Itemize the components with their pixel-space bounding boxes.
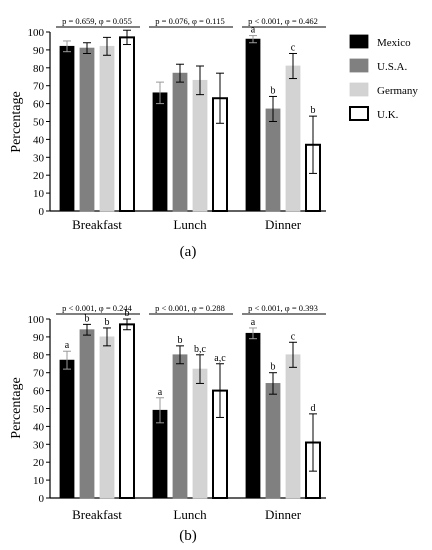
y-tick-label: 10 <box>33 188 45 200</box>
category-label: Breakfast <box>72 217 122 232</box>
y-tick-label: 90 <box>33 45 45 57</box>
bar-usa <box>265 383 281 499</box>
y-tick-label: 0 <box>39 493 45 505</box>
group-letter: c <box>291 331 296 342</box>
bar-germany <box>99 336 115 499</box>
y-tick-label: 60 <box>33 99 45 111</box>
bar-usa <box>172 72 188 212</box>
y-tick-label: 100 <box>28 314 45 326</box>
y-tick-label: 70 <box>33 368 45 380</box>
y-tick-label: 20 <box>33 170 45 182</box>
group-letter: a <box>65 340 70 351</box>
y-tick-label: 50 <box>33 117 45 129</box>
legend-label: Germany <box>377 85 418 97</box>
group-letter: b <box>85 313 90 324</box>
group-letter: b <box>125 308 130 319</box>
bar-uk <box>119 36 135 213</box>
y-tick-label: 100 <box>28 27 45 39</box>
bar-germany <box>192 368 208 499</box>
y-axis-label: Percentage <box>9 377 24 438</box>
bar-mexico <box>245 332 261 499</box>
category-label: Dinner <box>265 507 302 522</box>
y-axis-label: Percentage <box>9 91 24 152</box>
significance-text: p < 0.001, φ = 0.244 <box>62 303 132 313</box>
significance-text: p = 0.659, φ = 0.055 <box>62 16 132 26</box>
bar-mexico <box>59 359 75 499</box>
y-tick-label: 70 <box>33 81 45 93</box>
y-tick-label: 30 <box>33 152 45 164</box>
bar-mexico <box>245 38 261 212</box>
group-letter: b <box>311 105 316 116</box>
y-tick-label: 10 <box>33 475 45 487</box>
significance-text: p = 0.076, φ = 0.115 <box>155 16 224 26</box>
bar-usa <box>79 329 95 499</box>
category-label: Lunch <box>173 507 207 522</box>
bar-germany <box>99 45 115 212</box>
bar-mexico <box>59 45 75 212</box>
legend-swatch <box>349 34 369 49</box>
bar-usa <box>265 108 281 212</box>
bar-germany <box>285 354 301 499</box>
panel-label: (a) <box>180 244 197 260</box>
legend-swatch <box>349 82 369 97</box>
group-letter: a,c <box>214 353 226 364</box>
bar-germany <box>192 79 208 212</box>
y-tick-label: 0 <box>39 206 45 218</box>
bar-uk <box>119 323 135 499</box>
group-letter: b,c <box>194 344 207 355</box>
bar-germany <box>285 65 301 212</box>
group-letter: a <box>251 25 256 36</box>
group-letter: b <box>271 85 276 96</box>
bar-mexico <box>152 92 168 212</box>
category-label: Lunch <box>173 217 207 232</box>
y-tick-label: 40 <box>33 421 45 433</box>
category-label: Breakfast <box>72 507 122 522</box>
group-letter: b <box>105 317 110 328</box>
group-letter: a <box>251 317 256 328</box>
group-letter: a <box>158 387 163 398</box>
legend-label: U.S.A. <box>377 61 408 73</box>
y-tick-label: 40 <box>33 134 45 146</box>
group-letter: c <box>291 42 296 53</box>
significance-text: p < 0.001, φ = 0.288 <box>155 303 225 313</box>
group-letter: d <box>311 403 316 414</box>
y-tick-label: 90 <box>33 332 45 344</box>
y-tick-label: 80 <box>33 63 45 75</box>
y-tick-label: 20 <box>33 457 45 469</box>
bar-mexico <box>152 409 168 499</box>
category-label: Dinner <box>265 217 302 232</box>
significance-text: p < 0.001, φ = 0.462 <box>248 16 318 26</box>
significance-text: p < 0.001, φ = 0.393 <box>248 303 318 313</box>
bar-usa <box>79 47 95 212</box>
group-letter: b <box>178 335 183 346</box>
y-tick-label: 80 <box>33 350 45 362</box>
y-tick-label: 60 <box>33 386 45 398</box>
legend-label: Mexico <box>377 37 411 49</box>
y-tick-label: 30 <box>33 439 45 451</box>
y-tick-label: 50 <box>33 404 45 416</box>
legend-swatch <box>349 58 369 73</box>
legend-label: U.K. <box>377 109 399 121</box>
bar-usa <box>172 354 188 499</box>
legend-swatch <box>349 106 369 121</box>
panel-label: (b) <box>179 528 197 544</box>
group-letter: b <box>271 362 276 373</box>
